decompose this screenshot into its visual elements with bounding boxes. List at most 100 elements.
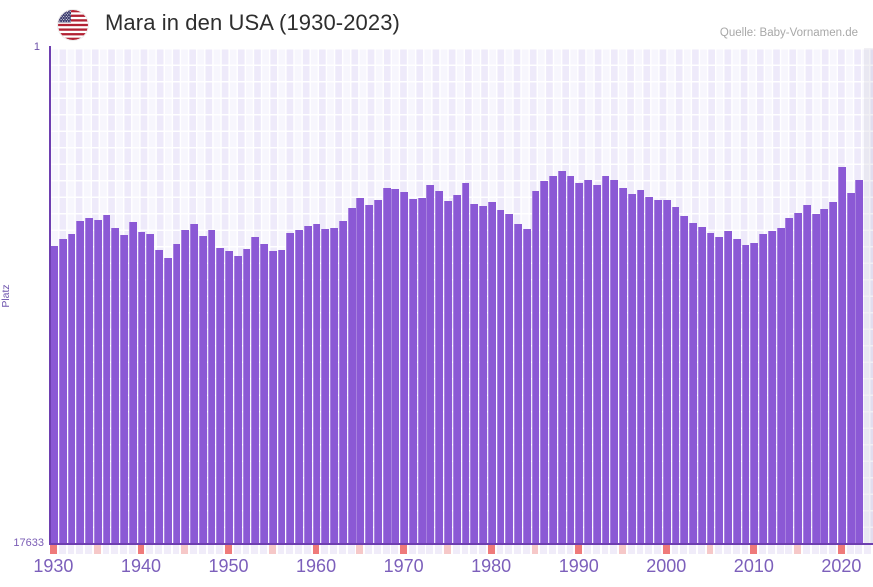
x-tick-minor <box>356 545 364 554</box>
x-axis-label: 1940 <box>120 556 161 576</box>
bar <box>732 238 741 543</box>
bar <box>531 191 540 543</box>
bar <box>794 213 803 543</box>
x-tick-minor <box>435 545 443 554</box>
x-tick-major <box>487 545 495 554</box>
bar <box>190 223 198 543</box>
bar <box>400 191 409 543</box>
x-tick-major <box>312 545 320 554</box>
source-caption: Quelle: Baby-Vornamen.de <box>719 27 858 39</box>
x-tick-minor <box>811 545 819 554</box>
bar <box>277 250 286 543</box>
x-tick-minor <box>706 545 714 554</box>
bar <box>575 183 584 543</box>
x-axis-label: 1960 <box>296 556 337 576</box>
x-tick-minor <box>190 545 197 554</box>
x-tick-minor <box>330 545 337 554</box>
x-tick-minor <box>767 545 775 554</box>
bar <box>540 180 549 543</box>
bar <box>479 205 487 543</box>
x-tick-minor <box>128 545 136 554</box>
bar <box>706 232 715 543</box>
bar <box>321 229 330 543</box>
x-tick-minor <box>338 545 346 554</box>
x-tick-minor <box>540 545 548 554</box>
x-tick-minor <box>759 545 766 554</box>
x-tick-minor <box>102 545 110 554</box>
x-tick-minor <box>461 545 469 554</box>
bar <box>373 200 382 543</box>
x-tick-minor <box>391 545 399 554</box>
bar <box>514 224 522 543</box>
x-tick-minor <box>514 545 521 554</box>
x-tick-minor <box>689 545 696 554</box>
bar <box>750 243 759 543</box>
x-tick-minor <box>373 545 381 554</box>
x-tick-minor <box>741 545 749 554</box>
x-tick-minor <box>303 545 311 554</box>
bar <box>697 227 706 543</box>
bar <box>172 243 181 543</box>
x-tick-minor <box>522 545 530 554</box>
x-tick-minor <box>531 545 539 554</box>
bar <box>312 224 321 543</box>
bar <box>347 208 356 543</box>
bar <box>155 249 163 543</box>
bar <box>268 250 277 543</box>
x-tick-minor <box>111 545 119 554</box>
x-axis-label: 2010 <box>733 556 774 576</box>
x-tick-minor <box>155 545 162 554</box>
x-tick-minor <box>233 545 241 554</box>
bar <box>759 234 767 543</box>
x-axis-label: 2000 <box>646 556 687 576</box>
bar-series <box>50 48 873 543</box>
x-tick-minor <box>181 545 189 554</box>
x-tick-major <box>837 545 845 554</box>
x-tick-minor <box>592 545 600 554</box>
bar <box>522 229 531 543</box>
x-tick-major <box>137 545 145 554</box>
bar <box>365 205 374 543</box>
x-tick-minor <box>347 545 355 554</box>
x-tick-minor <box>785 545 793 554</box>
bar <box>802 205 811 543</box>
bar <box>242 249 251 543</box>
y-axis-line <box>49 46 51 545</box>
bar <box>382 187 391 543</box>
bar <box>391 188 400 543</box>
bar <box>566 176 575 543</box>
x-tick-minor <box>619 545 626 554</box>
x-tick-minor <box>443 545 451 554</box>
bar <box>601 176 610 543</box>
bar <box>654 200 662 543</box>
x-tick-minor <box>820 545 828 554</box>
bar <box>93 220 102 543</box>
x-tick-minor <box>776 545 784 554</box>
bar <box>724 231 732 543</box>
bar <box>251 237 260 543</box>
bar <box>426 185 435 543</box>
bar <box>120 234 128 543</box>
bar <box>111 227 120 543</box>
bar <box>619 187 627 543</box>
bar <box>662 199 671 543</box>
bar <box>295 229 303 543</box>
x-tick-major <box>750 545 758 554</box>
bar <box>846 193 855 543</box>
bar <box>207 230 216 543</box>
x-tick-minor <box>85 545 92 554</box>
x-tick-minor <box>295 545 302 554</box>
x-tick-minor <box>479 545 486 554</box>
bar <box>338 220 347 543</box>
x-tick-major <box>225 545 232 554</box>
future-region-shade <box>864 48 873 543</box>
x-tick-minor <box>846 545 854 554</box>
bar <box>216 247 225 543</box>
x-tick-major <box>575 545 583 554</box>
x-tick-minor <box>321 545 329 554</box>
bar <box>741 245 750 543</box>
bar <box>584 179 592 543</box>
x-tick-minor <box>584 545 591 554</box>
x-tick-minor <box>601 545 609 554</box>
bar <box>496 210 505 543</box>
